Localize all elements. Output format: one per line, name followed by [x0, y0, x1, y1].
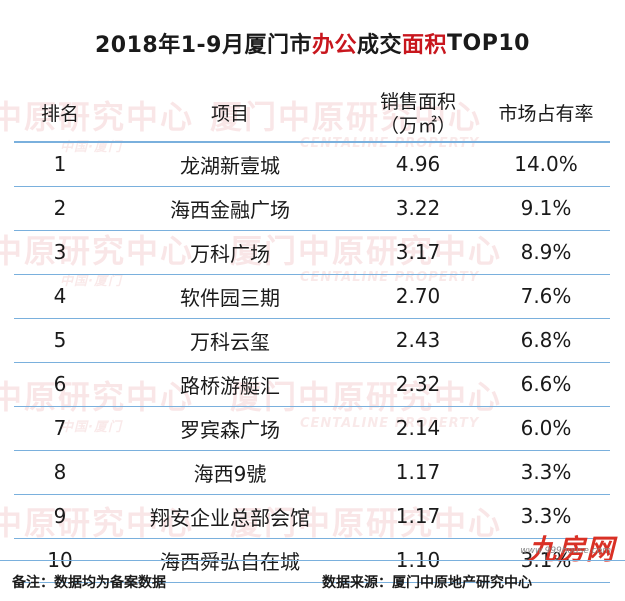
cell-rank: 1 — [53, 152, 67, 177]
cell-rank: 8 — [53, 460, 67, 484]
cell-project: 万科云玺 — [190, 329, 270, 354]
cell-share: 14.0% — [514, 152, 578, 177]
cell-share: 3.3% — [520, 460, 572, 484]
header-area-unit: （万㎡） — [379, 114, 456, 137]
cell-rank: 7 — [53, 416, 67, 440]
cell-project: 罗宾森广场 — [180, 417, 280, 442]
header-rank: 排名 — [14, 86, 106, 143]
title-suffix: TOP10 — [447, 30, 530, 56]
cell-area: 2.14 — [395, 416, 441, 440]
header-project: 项目 — [106, 86, 354, 143]
table-header-row: 排名 项目 销售面积 （万㎡） 市场占有率 — [14, 86, 610, 143]
cell-share: 6.8% — [520, 328, 572, 352]
cell-project: 路桥游艇汇 — [180, 373, 280, 398]
footer-source: 数据来源：厦门中原地产研究中心 — [322, 575, 532, 591]
cell-area: 3.17 — [395, 240, 441, 264]
cell-area: 2.43 — [395, 328, 441, 352]
table-row: 7 罗宾森广场 2.14 6.0% — [14, 406, 610, 450]
cell-share: 3.3% — [520, 504, 572, 528]
cell-share: 8.9% — [520, 240, 572, 264]
table-row: 4 软件园三期 2.70 7.6% — [14, 274, 610, 318]
title-prefix: 2018年1-9月厦门市 — [95, 33, 312, 58]
title-highlight-area: 面积 — [402, 33, 448, 58]
footer: 备注：数据均为备案数据 数据来源：厦门中原地产研究中心 — [0, 560, 625, 601]
table-row: 9 翔安企业总部会馆 1.17 3.3% — [14, 494, 610, 538]
cell-share: 9.1% — [520, 196, 572, 220]
cell-rank: 3 — [53, 240, 67, 264]
cell-project: 万科广场 — [190, 241, 270, 266]
ranking-table: 排名 项目 销售面积 （万㎡） 市场占有率 1 龙湖新壹城 4.96 14.0%… — [14, 86, 610, 583]
footer-note: 备注：数据均为备案数据 — [12, 575, 166, 591]
table-row: 3 万科广场 3.17 8.9% — [14, 230, 610, 274]
cell-project: 海西9號 — [193, 461, 267, 486]
page-title: 2018年1-9月厦门市 办公 成交 面积 TOP10 — [0, 0, 625, 86]
table-row: 2 海西金融广场 3.22 9.1% — [14, 186, 610, 230]
cell-share: 7.6% — [520, 284, 572, 308]
cell-area: 3.22 — [395, 196, 441, 220]
cell-share: 6.6% — [520, 372, 572, 396]
cell-area: 4.96 — [395, 152, 441, 177]
header-area: 销售面积 （万㎡） — [354, 86, 482, 143]
cell-project: 龙湖新壹城 — [180, 153, 280, 178]
cell-rank: 2 — [53, 196, 67, 220]
cell-share: 6.0% — [520, 416, 572, 440]
cell-rank: 4 — [53, 284, 67, 308]
header-area-label: 销售面积 — [379, 90, 456, 113]
header-share: 市场占有率 — [482, 86, 610, 143]
site-url: www.999house.com — [520, 546, 611, 556]
table-row: 6 路桥游艇汇 2.32 6.6% — [14, 362, 610, 406]
cell-area: 1.17 — [395, 460, 441, 484]
cell-project: 翔安企业总部会馆 — [150, 505, 310, 530]
table-row: 5 万科云玺 2.43 6.8% — [14, 318, 610, 362]
cell-area: 2.32 — [395, 372, 441, 396]
cell-rank: 5 — [53, 328, 67, 352]
cell-project: 海西舜弘自在城 — [160, 549, 300, 574]
cell-rank: 9 — [53, 504, 67, 528]
cell-rank: 6 — [53, 372, 67, 396]
table-row: 8 海西9號 1.17 3.3% — [14, 450, 610, 494]
title-highlight-office: 办公 — [311, 33, 357, 58]
title-mid: 成交 — [357, 33, 403, 58]
cell-project: 海西金融广场 — [170, 197, 290, 222]
table-row: 1 龙湖新壹城 4.96 14.0% — [14, 142, 610, 186]
cell-area: 2.70 — [395, 284, 441, 308]
cell-project: 软件园三期 — [180, 285, 280, 310]
cell-area: 1.17 — [395, 504, 441, 528]
